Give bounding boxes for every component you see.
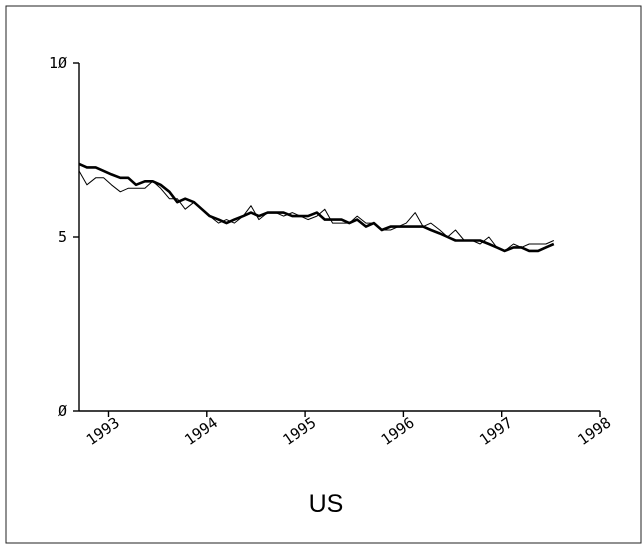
x-tick-label: 1998 <box>574 414 614 449</box>
y-ticks: Ø 5 1Ø <box>49 54 79 420</box>
x-tick-label: 1994 <box>181 414 221 449</box>
y-tick-label: Ø <box>58 402 67 420</box>
series-line-1 <box>78 170 555 252</box>
x-ticks: 1993 1994 1995 1996 1997 1998 <box>83 411 614 449</box>
y-tick-label: 5 <box>58 228 67 246</box>
series-line-2 <box>78 162 555 253</box>
chart-title: US <box>309 490 344 518</box>
chart-frame <box>5 5 642 544</box>
x-tick-label: 1993 <box>83 414 123 449</box>
x-tick-label: 1995 <box>279 414 319 449</box>
y-tick-label: 1Ø <box>49 54 67 72</box>
x-tick-label: 1996 <box>378 414 418 449</box>
x-tick-label: 1997 <box>476 414 516 449</box>
series-layer <box>78 162 555 253</box>
